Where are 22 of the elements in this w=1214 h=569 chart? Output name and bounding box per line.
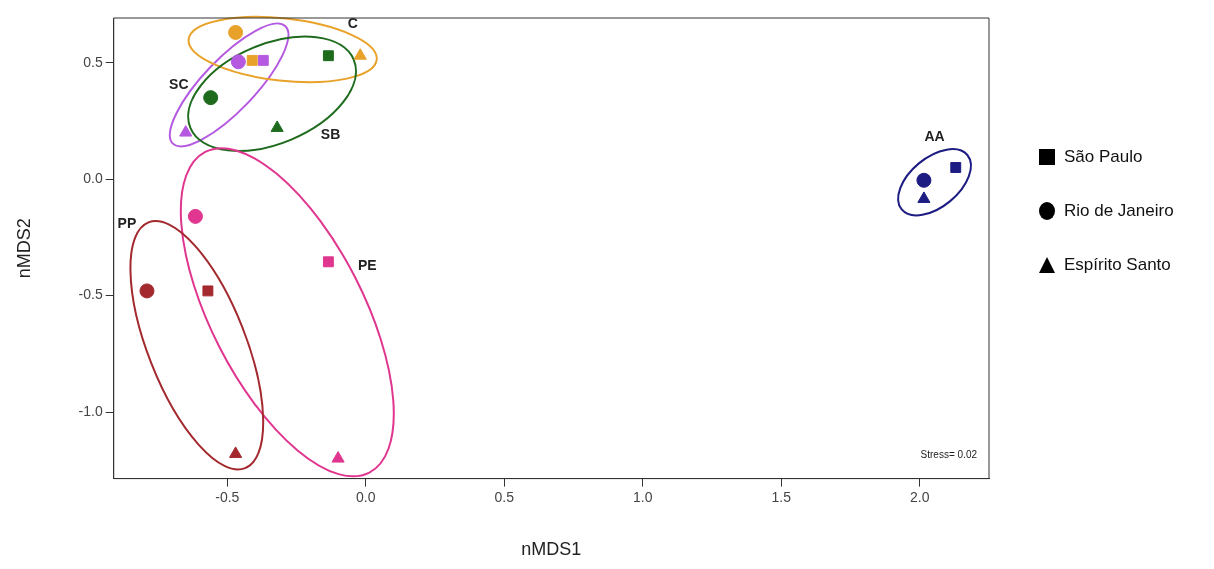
x-tick-label: -0.5 <box>215 488 240 505</box>
annotation: PP <box>117 215 137 232</box>
y-tick-label: -1.0 <box>78 402 103 419</box>
x-tick-label: 0.0 <box>356 488 376 505</box>
annotation: AA <box>924 128 945 145</box>
text: Espírito Santo <box>1064 255 1171 275</box>
y-tick-label: -0.5 <box>78 286 103 303</box>
y-tick-label: 0.0 <box>83 170 103 186</box>
annotation: SB <box>320 125 341 142</box>
annotation: C <box>347 14 358 31</box>
x-axis-title: nMDS1 <box>521 539 582 560</box>
y-tick-label: 0.5 <box>83 53 103 70</box>
annotation: PE <box>357 256 377 273</box>
text: São Paulo <box>1064 147 1143 167</box>
annotation: SC <box>169 75 189 92</box>
x-tick-label: 1.0 <box>633 488 653 505</box>
x-tick-label: 0.5 <box>494 488 515 505</box>
text: Rio de Janeiro <box>1064 201 1174 221</box>
x-tick-label: 1.5 <box>771 488 792 505</box>
annotation: Stress= 0.02 <box>920 449 978 461</box>
y-axis-title: nMDS2 <box>13 218 34 279</box>
x-tick-label: 2.0 <box>910 488 930 505</box>
